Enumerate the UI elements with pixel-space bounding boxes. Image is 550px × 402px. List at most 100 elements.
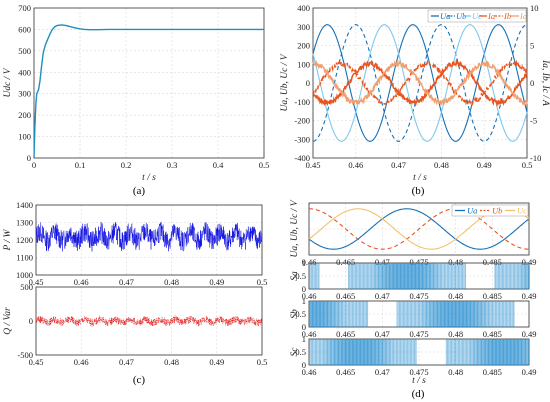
chart-d-sa-pulse — [386, 263, 388, 289]
chart-d-sb-pulse — [318, 301, 319, 327]
chart-d-sc-pulse — [347, 339, 349, 365]
chart-d-sc-pulse — [375, 339, 376, 365]
chart-a-y-tick-label: 300 — [18, 89, 31, 99]
chart-d-sb-pulse — [326, 301, 328, 327]
chart-d-sa-pulse — [393, 263, 395, 289]
chart-d-sb-pulse — [311, 301, 313, 327]
chart-d-sb-pulse — [456, 301, 457, 327]
chart-d-sb-pulse — [321, 301, 322, 327]
chart-d-sa-pulse — [389, 263, 391, 289]
chart-d-sc-pulse — [501, 339, 503, 365]
chart-c: 0.45 0.46 0.47 0.48 0.49 0.5 1000 1100 1200 1300 1… — [3, 200, 267, 386]
chart-d-sb-pulse — [461, 301, 463, 327]
chart-d-sb-pulse — [309, 301, 310, 327]
chart-d-sa-y-tick-label: 1 — [302, 258, 306, 268]
chart-c-p-plot-frame — [35, 204, 263, 276]
chart-d-sc-pulse — [344, 339, 345, 365]
chart-d-sa-pulse — [424, 263, 425, 289]
chart-d-sb-pulse — [447, 301, 449, 327]
chart-b-y-tick-label: 400 — [297, 3, 310, 13]
chart-d-sb-pulse — [454, 301, 456, 327]
chart-d-sa-pulse — [388, 263, 390, 289]
chart-d-sb-pulse — [322, 301, 324, 327]
chart-d-sb-x-tick-label: 0.47 — [375, 329, 390, 339]
chart-d-sb-pulse — [321, 301, 323, 327]
chart-d-sc-pulse — [355, 339, 357, 365]
chart-d-sc-pulse — [337, 339, 338, 365]
chart-d-sb-pulse — [467, 301, 468, 327]
chart-d-sc-pulse — [348, 339, 349, 365]
chart-a-y-tick-label: 400 — [18, 67, 31, 77]
chart-d-sb-x-tick-label: 0.475 — [409, 329, 428, 339]
chart-b-xlabel: t / s — [413, 173, 427, 183]
chart-b-series-ic — [312, 59, 528, 106]
chart-d-sa-pulse — [406, 263, 407, 289]
chart-d-sc-pulse — [520, 339, 521, 365]
chart-d-sc-pulse — [490, 339, 491, 365]
chart-d: 0.46 0.465 0.47 0.475 0.48 0.485 0.49 Ua, Ub, U… — [290, 199, 536, 400]
chart-d-sc-pulse — [489, 339, 491, 365]
chart-d-voltage-x-tick-label: 0.485 — [483, 257, 502, 267]
chart-d-sa-pulse — [417, 263, 419, 289]
chart-d-sc-pulse — [343, 339, 344, 365]
chart-a-series-line — [33, 24, 264, 159]
chart-c-q-y-tick-label: -500 — [17, 350, 33, 360]
chart-d-sc-pulse — [502, 339, 504, 365]
chart-d-sa-pulse — [405, 263, 407, 289]
chart-d-sc-pulse — [509, 339, 510, 365]
chart-c-q-x-tick-label: 0.5 — [257, 357, 268, 367]
chart-d-sb-pulse — [436, 301, 438, 327]
chart-b: 0.45 0.46 0.47 0.48 0.49 0.5-400-300-200-1000… — [280, 3, 550, 197]
chart-d-sa-pulse — [396, 263, 397, 289]
chart-d-sb-pulse — [453, 301, 454, 327]
chart-d-sc-pulse — [499, 339, 501, 365]
chart-d-sa-pulse — [411, 263, 413, 289]
chart-d-sc-pulse — [485, 339, 486, 365]
chart-d-sb-pulse — [446, 301, 448, 327]
chart-d-sa-y-tick-label: 0 — [302, 284, 306, 294]
chart-a-ylabel: Udc / V — [3, 67, 13, 97]
chart-d-legend-label: Uc — [517, 206, 527, 216]
chart-c-p-y-tick-label: 1000 — [16, 270, 33, 280]
chart-d-sa-pulse — [417, 263, 418, 289]
chart-d-sc-pulse — [492, 339, 494, 365]
chart-d-sc-pulse — [496, 339, 497, 365]
chart-d-sc-pulse — [355, 339, 356, 365]
chart-d-sc-pulse — [500, 339, 502, 365]
chart-d-sc-pulse — [366, 339, 367, 365]
chart-d-sb-pulse — [327, 301, 329, 327]
chart-b-caption: (b) — [412, 185, 425, 197]
chart-d-sc-pulse — [366, 339, 368, 365]
chart-b-x-tick-label: 0.46 — [348, 160, 363, 170]
chart-d-voltage-plot-frame — [308, 202, 530, 256]
chart-d-sa-pulse — [388, 263, 389, 289]
chart-d-sc-pulse — [512, 339, 514, 365]
chart-d-sb-pulse — [471, 301, 472, 327]
chart-d-sc-pulse — [342, 339, 343, 365]
chart-d-sb-x-tick-label: 0.46 — [302, 329, 317, 339]
chart-c-p-y-tick-label: 1100 — [16, 253, 33, 263]
chart-d-sa-pulse — [413, 263, 415, 289]
chart-d-sc-pulse — [511, 339, 512, 365]
chart-d-sb-pulse — [443, 301, 444, 327]
chart-d-sb-pulse — [457, 301, 459, 327]
chart-d-sb-pulse — [325, 301, 327, 327]
chart-d-sc-pulse — [513, 339, 515, 365]
chart-d-sb-pulse — [442, 301, 444, 327]
chart-d-sb-x-tick-label: 0.465 — [336, 329, 355, 339]
chart-a-x-tick-label: 0 — [32, 160, 36, 170]
chart-d-sc-pulse — [371, 339, 373, 365]
chart-b-y-tick-label: 0 — [306, 78, 310, 88]
chart-d-legend-label: Ub — [492, 206, 502, 216]
chart-d-sc-plot-frame — [308, 338, 530, 366]
chart-d-sc-pulse — [369, 339, 371, 365]
chart-d-voltage-x-tick-label: 0.46 — [302, 257, 317, 267]
chart-d-sc-pulse — [500, 339, 501, 365]
chart-d-sb-pulse — [444, 301, 446, 327]
chart-b-legend-label: Ib — [503, 11, 511, 21]
chart-d-sb-pulse — [470, 301, 472, 327]
chart-d-sb-pulse — [324, 301, 326, 327]
chart-c-q-x-tick-label: 0.48 — [164, 357, 179, 367]
chart-d-sb-pulse — [311, 301, 312, 327]
chart-d-sb-grid — [308, 300, 530, 328]
